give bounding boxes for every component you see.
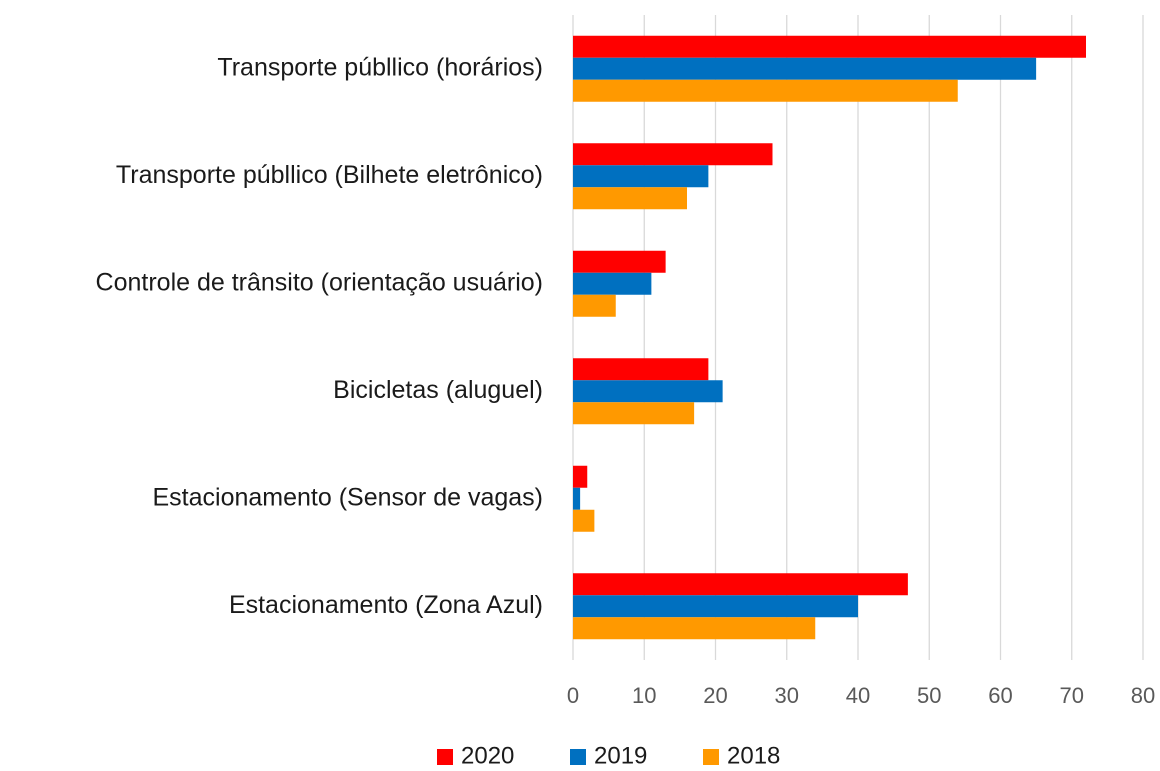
category-label: Transporte públlico (Bilhete eletrônico) bbox=[116, 161, 543, 189]
x-tick-label: 30 bbox=[775, 683, 799, 708]
x-tick-label: 60 bbox=[988, 683, 1012, 708]
category-label: Estacionamento (Zona Azul) bbox=[229, 591, 543, 619]
legend-label: 2019 bbox=[594, 742, 647, 769]
category-label: Transporte públlico (horários) bbox=[217, 53, 543, 81]
legend-swatch bbox=[703, 749, 719, 765]
bar bbox=[573, 465, 588, 488]
x-tick-label: 80 bbox=[1131, 683, 1155, 708]
legend-label: 2018 bbox=[727, 742, 780, 769]
x-tick-label: 0 bbox=[567, 683, 579, 708]
bar bbox=[573, 380, 723, 403]
bar bbox=[573, 143, 773, 166]
legend-label: 2020 bbox=[461, 742, 514, 769]
legend-swatch bbox=[570, 749, 586, 765]
bar bbox=[573, 79, 958, 102]
bar bbox=[573, 573, 908, 596]
x-tick-label: 50 bbox=[917, 683, 941, 708]
legend-swatch bbox=[437, 749, 453, 765]
bar bbox=[573, 509, 595, 532]
category-label: Controle de trânsito (orientação usuário… bbox=[96, 268, 543, 296]
bar bbox=[573, 187, 687, 210]
x-tick-label: 20 bbox=[703, 683, 727, 708]
x-tick-label: 70 bbox=[1060, 683, 1084, 708]
bar bbox=[573, 358, 709, 381]
bar bbox=[573, 272, 652, 295]
category-label: Estacionamento (Sensor de vagas) bbox=[153, 483, 544, 511]
bar bbox=[573, 250, 666, 273]
bar bbox=[573, 617, 816, 640]
x-tick-label: 40 bbox=[846, 683, 870, 708]
bar bbox=[573, 487, 581, 510]
bar bbox=[573, 294, 616, 317]
bar bbox=[573, 35, 1086, 58]
bar bbox=[573, 402, 695, 425]
category-label: Bicicletas (aluguel) bbox=[333, 376, 543, 404]
bar bbox=[573, 595, 858, 618]
x-tick-label: 10 bbox=[632, 683, 656, 708]
bar bbox=[573, 165, 709, 188]
bar bbox=[573, 57, 1037, 80]
